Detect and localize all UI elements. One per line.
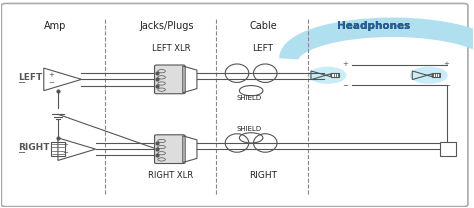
Bar: [331, 73, 339, 77]
Circle shape: [310, 67, 346, 83]
Text: +: +: [48, 72, 54, 78]
Text: Cable: Cable: [249, 21, 277, 31]
Text: LEFT: LEFT: [253, 44, 273, 53]
Text: −: −: [62, 150, 68, 156]
FancyBboxPatch shape: [1, 4, 468, 207]
Text: RIGHT XLR: RIGHT XLR: [148, 171, 193, 180]
Text: Jacks/Plugs: Jacks/Plugs: [139, 21, 193, 31]
Text: RIGHT: RIGHT: [18, 143, 49, 152]
Circle shape: [410, 67, 447, 83]
Text: +: +: [444, 61, 450, 67]
FancyBboxPatch shape: [155, 135, 185, 163]
Text: −: −: [18, 148, 26, 158]
Text: −: −: [18, 78, 26, 88]
Text: −: −: [48, 80, 54, 86]
FancyBboxPatch shape: [439, 142, 456, 156]
Text: Amp: Amp: [45, 21, 67, 31]
Text: SHIELD: SHIELD: [236, 95, 261, 101]
Text: −: −: [342, 83, 348, 89]
Text: LEFT: LEFT: [18, 73, 42, 82]
Text: Headphones: Headphones: [337, 21, 410, 31]
Text: −: −: [444, 83, 450, 89]
Text: LEFT XLR: LEFT XLR: [152, 44, 190, 53]
Text: Headphones: Headphones: [337, 21, 410, 31]
Text: +: +: [342, 61, 348, 67]
FancyBboxPatch shape: [51, 142, 65, 156]
Text: +: +: [62, 142, 68, 148]
Text: RIGHT: RIGHT: [249, 171, 277, 180]
FancyBboxPatch shape: [155, 65, 185, 94]
Bar: [432, 73, 440, 77]
Text: SHIELD: SHIELD: [236, 126, 261, 132]
